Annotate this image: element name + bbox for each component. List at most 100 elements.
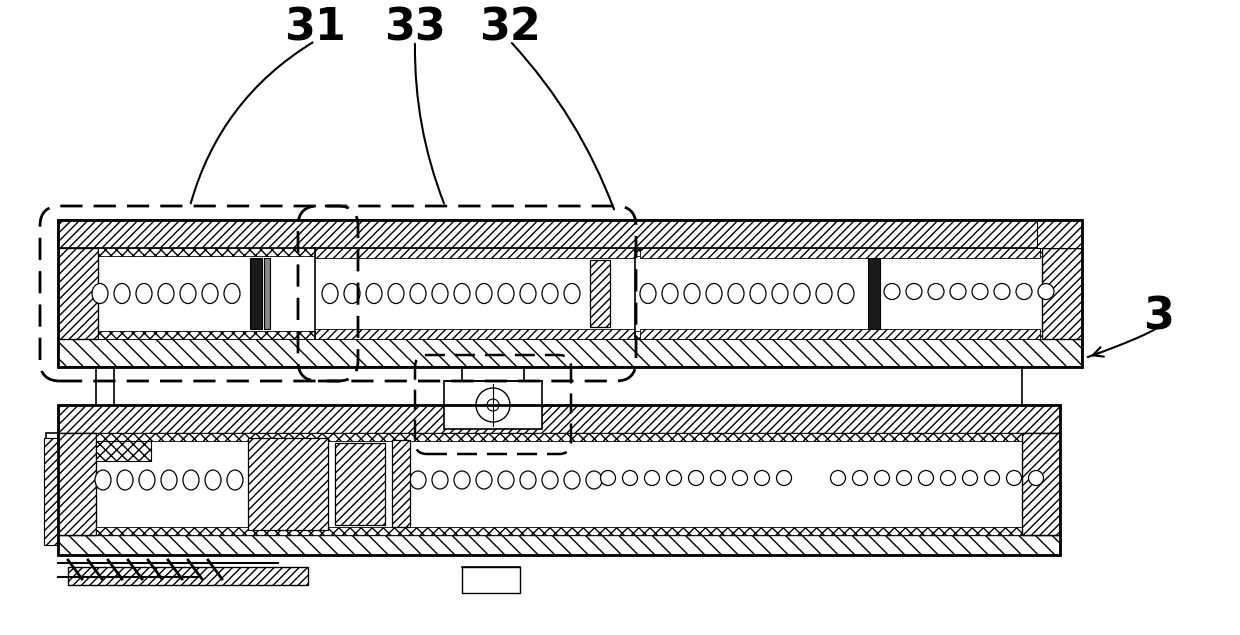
Bar xyxy=(590,260,610,327)
Ellipse shape xyxy=(1007,471,1022,486)
Ellipse shape xyxy=(706,283,722,304)
Bar xyxy=(335,443,384,525)
Bar xyxy=(1037,220,1083,248)
Ellipse shape xyxy=(831,471,846,486)
Ellipse shape xyxy=(728,283,744,304)
Ellipse shape xyxy=(587,471,601,489)
Ellipse shape xyxy=(476,283,492,304)
Ellipse shape xyxy=(640,283,656,304)
Ellipse shape xyxy=(1016,283,1032,300)
Polygon shape xyxy=(46,433,58,545)
Ellipse shape xyxy=(919,471,934,486)
Ellipse shape xyxy=(874,471,889,486)
Bar xyxy=(58,220,1083,248)
Ellipse shape xyxy=(711,471,725,486)
Bar xyxy=(315,329,635,339)
Ellipse shape xyxy=(1038,283,1054,300)
Ellipse shape xyxy=(180,283,196,304)
Ellipse shape xyxy=(816,283,832,304)
Ellipse shape xyxy=(928,283,944,300)
Ellipse shape xyxy=(897,471,911,486)
Ellipse shape xyxy=(520,471,536,489)
Ellipse shape xyxy=(161,470,177,490)
Ellipse shape xyxy=(410,471,427,489)
Bar xyxy=(250,258,262,329)
Bar xyxy=(640,248,1040,258)
Ellipse shape xyxy=(884,283,900,300)
Ellipse shape xyxy=(114,283,130,304)
Ellipse shape xyxy=(224,283,241,304)
Bar xyxy=(463,567,520,593)
Ellipse shape xyxy=(733,471,748,486)
Bar xyxy=(315,248,635,258)
Ellipse shape xyxy=(750,283,766,304)
Circle shape xyxy=(476,388,510,422)
Ellipse shape xyxy=(667,471,682,486)
Bar xyxy=(58,248,1083,339)
Bar xyxy=(58,248,98,339)
Ellipse shape xyxy=(542,471,558,489)
Bar xyxy=(95,433,1022,441)
Ellipse shape xyxy=(498,283,515,304)
Ellipse shape xyxy=(92,283,108,304)
Circle shape xyxy=(487,399,498,411)
Ellipse shape xyxy=(688,471,703,486)
Text: 32: 32 xyxy=(479,6,541,50)
Ellipse shape xyxy=(542,283,558,304)
Bar xyxy=(58,405,1060,433)
Bar xyxy=(58,535,1060,555)
Bar xyxy=(95,527,1022,535)
Ellipse shape xyxy=(343,283,360,304)
Ellipse shape xyxy=(432,471,448,489)
Ellipse shape xyxy=(754,471,770,486)
Ellipse shape xyxy=(520,283,536,304)
Text: 31: 31 xyxy=(284,6,346,50)
Ellipse shape xyxy=(853,471,868,486)
Bar xyxy=(58,220,1083,367)
Bar xyxy=(58,405,1060,555)
Ellipse shape xyxy=(962,471,977,486)
Ellipse shape xyxy=(202,283,218,304)
Ellipse shape xyxy=(776,471,791,486)
Ellipse shape xyxy=(773,283,787,304)
Ellipse shape xyxy=(322,283,339,304)
Bar xyxy=(58,433,1060,535)
Bar xyxy=(640,329,1040,339)
Ellipse shape xyxy=(564,283,580,304)
Ellipse shape xyxy=(498,471,515,489)
Bar xyxy=(98,248,1042,256)
Ellipse shape xyxy=(994,283,1011,300)
Bar xyxy=(264,258,270,329)
Bar xyxy=(392,440,410,527)
Ellipse shape xyxy=(136,283,153,304)
Bar xyxy=(43,438,58,545)
Bar xyxy=(68,567,308,585)
Ellipse shape xyxy=(95,470,112,490)
Bar xyxy=(868,258,880,329)
Ellipse shape xyxy=(184,470,198,490)
Ellipse shape xyxy=(454,471,470,489)
Ellipse shape xyxy=(454,283,470,304)
Ellipse shape xyxy=(157,283,174,304)
Ellipse shape xyxy=(476,471,492,489)
Ellipse shape xyxy=(366,283,382,304)
Ellipse shape xyxy=(410,283,427,304)
Bar xyxy=(58,433,95,535)
Ellipse shape xyxy=(662,283,678,304)
Text: 3: 3 xyxy=(1142,295,1173,338)
Ellipse shape xyxy=(227,470,243,490)
Bar xyxy=(58,339,1083,367)
Text: 33: 33 xyxy=(384,6,446,50)
Ellipse shape xyxy=(950,283,966,300)
Ellipse shape xyxy=(600,471,615,486)
Ellipse shape xyxy=(985,471,999,486)
Ellipse shape xyxy=(906,283,923,300)
Ellipse shape xyxy=(1028,471,1044,486)
Ellipse shape xyxy=(117,470,133,490)
Ellipse shape xyxy=(940,471,956,486)
Ellipse shape xyxy=(205,470,221,490)
Ellipse shape xyxy=(838,283,854,304)
Ellipse shape xyxy=(432,283,448,304)
Bar xyxy=(444,381,542,429)
Ellipse shape xyxy=(564,471,580,489)
